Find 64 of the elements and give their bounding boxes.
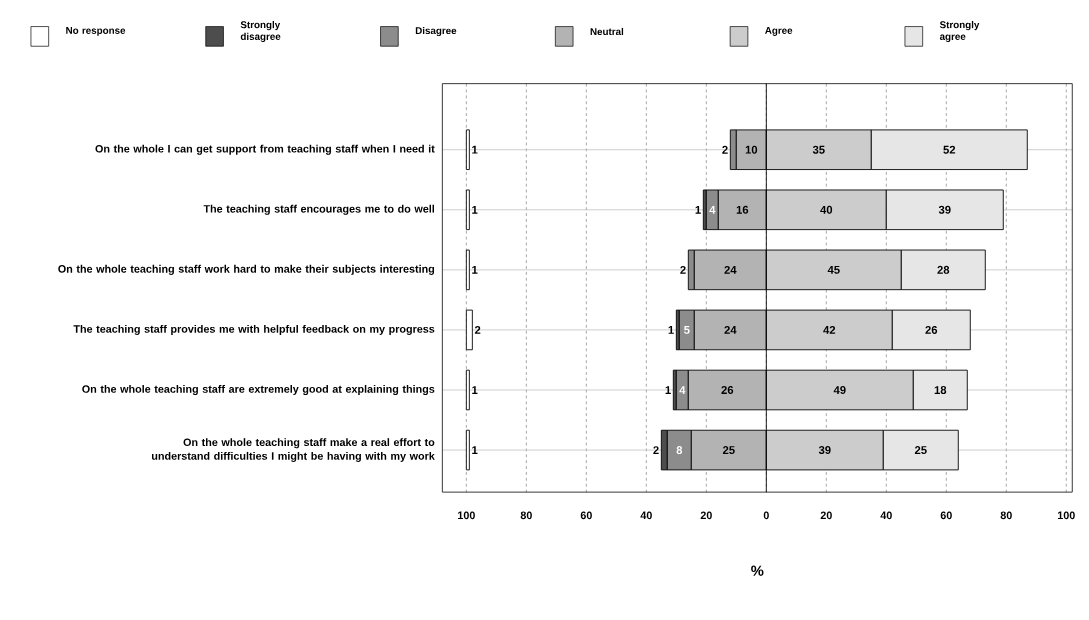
- data-label: 5: [684, 325, 690, 334]
- data-label: 35: [812, 145, 825, 154]
- legend-label: Disagree: [415, 26, 457, 37]
- y-tick-label: On the whole teaching staff make a real effort to understand difficulties I might be having with my work: [151, 438, 435, 462]
- data-label: 1: [472, 386, 478, 394]
- bar: [465, 129, 470, 170]
- x-tick-label: 40: [880, 511, 892, 520]
- data-label: 10: [745, 145, 758, 154]
- data-label: 1: [472, 446, 478, 454]
- data-label: 2: [474, 325, 481, 334]
- data-label: 26: [925, 325, 938, 334]
- data-label: 1: [472, 205, 478, 214]
- y-tick-label: On the whole teaching staff are extremely good at explaining things: [82, 384, 435, 396]
- data-label: 28: [937, 265, 950, 274]
- data-label: 25: [722, 446, 735, 455]
- data-label: 25: [914, 446, 927, 455]
- bar: [465, 309, 473, 351]
- data-label: 1: [695, 205, 701, 214]
- y-tick-label: On the whole I can get support from teaching staff when I need it: [95, 144, 435, 155]
- legend-label: Strongly disagree: [240, 20, 281, 42]
- data-label: 52: [943, 145, 956, 154]
- data-label: 8: [676, 446, 683, 455]
- x-tick-label: 0: [763, 511, 769, 520]
- legend-label: Strongly agree: [939, 20, 980, 42]
- data-label: 24: [724, 265, 737, 274]
- x-tick-label: 80: [1000, 511, 1012, 520]
- data-label: 42: [823, 325, 836, 334]
- bar: [465, 429, 470, 471]
- data-label: 40: [820, 205, 833, 214]
- legend-label: Neutral: [590, 27, 624, 36]
- legend-label: Agree: [765, 27, 793, 36]
- data-label: 1: [472, 265, 478, 274]
- x-tick-label: 100: [1057, 511, 1075, 520]
- x-tick-label: 60: [580, 511, 592, 520]
- data-label: 2: [722, 145, 728, 154]
- x-tick-label: 40: [640, 511, 652, 520]
- data-label: 49: [833, 385, 846, 394]
- x-axis-title: %: [751, 565, 764, 576]
- data-label: 26: [721, 385, 734, 394]
- data-label: 24: [724, 325, 737, 334]
- data-label: 18: [934, 385, 947, 394]
- data-label: 1: [668, 326, 674, 334]
- x-tick-label: 100: [458, 511, 475, 520]
- data-label: 45: [827, 265, 840, 274]
- bar: [465, 369, 470, 411]
- bar: [465, 249, 470, 291]
- data-label: 16: [736, 205, 749, 214]
- data-label: 39: [818, 446, 831, 455]
- data-label: 4: [709, 205, 716, 214]
- data-label: 4: [679, 386, 686, 394]
- y-tick-label: On the whole teaching staff work hard to make their subjects interesting: [58, 264, 435, 275]
- x-tick-label: 60: [940, 511, 952, 520]
- bar: [465, 189, 470, 231]
- x-tick-label: 20: [700, 511, 712, 520]
- y-tick-label: The teaching staff encourages me to do well: [203, 204, 435, 215]
- data-label: 39: [938, 205, 951, 214]
- data-label: 2: [653, 446, 659, 454]
- data-label: 1: [472, 145, 478, 154]
- x-tick-label: 20: [820, 511, 832, 520]
- x-tick-label: 80: [520, 511, 532, 520]
- data-label: 2: [680, 265, 686, 274]
- data-label: 1: [665, 386, 671, 394]
- legend-label: No response: [66, 27, 126, 36]
- y-tick-label: The teaching staff provides me with helpful feedback on my progress: [73, 324, 435, 335]
